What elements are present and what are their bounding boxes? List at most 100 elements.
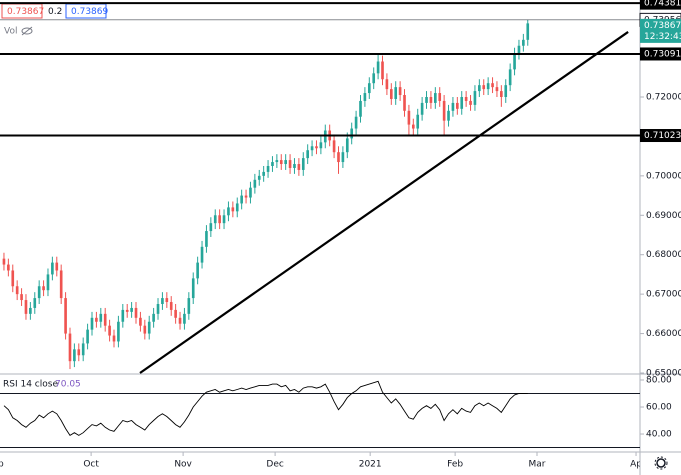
candle-body [416, 114, 420, 129]
candle-body [55, 262, 59, 271]
candle-body [139, 317, 142, 326]
candle-body [403, 95, 406, 111]
price-label: 0.73867 [644, 21, 681, 31]
candle-body [99, 313, 103, 322]
candle-body [385, 79, 389, 90]
candle-body [310, 146, 314, 151]
candle-body [363, 93, 367, 101]
x-tick-label: Feb [447, 460, 463, 470]
candle-body [112, 335, 116, 342]
candle-body [394, 87, 398, 99]
x-tick-label: Mar [529, 460, 546, 470]
candle-body [24, 300, 28, 314]
candle-body [209, 223, 213, 232]
countdown: 12:32:43 [644, 32, 681, 42]
y-tick-label: 0.72000 [646, 92, 681, 102]
candle-body [11, 270, 15, 287]
volume-label: Vol [4, 27, 17, 37]
candle-body [293, 164, 296, 168]
candle-body [29, 307, 32, 314]
candle-body [95, 317, 98, 322]
quote-legend: 0.73867 0.2 0.73869 Vol [1, 3, 108, 37]
candle-body [451, 102, 455, 111]
candle-body [130, 307, 133, 312]
candle-body [240, 195, 243, 204]
candle-body [495, 87, 499, 92]
candle-body [447, 110, 450, 121]
candle-body [143, 325, 147, 334]
candle-body [429, 96, 433, 103]
candle-body [359, 100, 362, 117]
candle-body [513, 53, 516, 70]
candle-body [178, 317, 182, 324]
y-tick-label: 0.68000 [646, 250, 681, 260]
rsi-value: 70.05 [55, 380, 81, 390]
x-tick-label: Sep [0, 460, 4, 470]
y-tick-label: 0.66000 [646, 329, 681, 339]
candle-body [174, 309, 177, 318]
candle-body [460, 96, 464, 109]
level-badge [640, 129, 681, 143]
candle-body [81, 343, 85, 356]
candle-body [288, 160, 292, 168]
candle-body [187, 298, 191, 314]
candle-body [213, 215, 217, 224]
rsi-tick-label: 60.00 [646, 403, 672, 413]
eye-icon[interactable] [21, 26, 33, 36]
ask: 0.73869 [71, 7, 108, 17]
candle-body [121, 309, 125, 322]
x-tick-label: 2021 [359, 460, 382, 470]
candle-body [108, 325, 111, 336]
candle-body [522, 39, 525, 46]
candle-body [231, 207, 235, 212]
level-badge [640, 47, 681, 61]
candle-body [200, 246, 204, 263]
x-tick-label: Dec [266, 460, 283, 470]
candle-body [15, 286, 19, 295]
candle-body [284, 160, 287, 165]
candle-body [196, 262, 199, 279]
candle-body [337, 152, 340, 163]
candle-body [262, 171, 265, 176]
candle-body [68, 333, 72, 362]
price-badge [640, 18, 681, 43]
candle-body [117, 321, 120, 342]
candle-body [125, 309, 129, 312]
candle-body [315, 146, 318, 149]
rsi-tick-label: 80.00 [646, 375, 672, 385]
candle-body [381, 61, 384, 80]
candle-body [517, 45, 521, 54]
candle-body [257, 175, 261, 180]
level-label: 0.73091 [644, 49, 681, 59]
candle-body [218, 215, 221, 224]
candle-body [341, 152, 345, 163]
x-tick-label: Ap [630, 460, 642, 470]
candle-body [438, 93, 442, 101]
candle-body [389, 89, 393, 99]
y-tick-label: 0.70000 [646, 171, 681, 181]
candle-body [51, 262, 54, 275]
candle-body [420, 102, 424, 115]
candle-body [434, 93, 437, 103]
settings-icon[interactable] [654, 456, 668, 470]
candle-body [271, 162, 274, 166]
candle-body [376, 61, 380, 74]
candle-body [156, 303, 160, 314]
candle-body [227, 207, 230, 216]
candle-body [147, 321, 151, 334]
candle-body [77, 349, 81, 356]
candle-body [425, 96, 428, 103]
candle-body [407, 110, 411, 125]
candle-body [42, 286, 45, 291]
candle-body [235, 203, 239, 212]
candle-body [500, 91, 503, 97]
candle-body [161, 298, 164, 304]
x-tick-label: Nov [174, 460, 192, 470]
candle-body [73, 349, 76, 362]
candle-body [306, 150, 309, 159]
candle-body [152, 313, 155, 322]
candle-body [244, 195, 248, 198]
candle-body [7, 264, 10, 271]
